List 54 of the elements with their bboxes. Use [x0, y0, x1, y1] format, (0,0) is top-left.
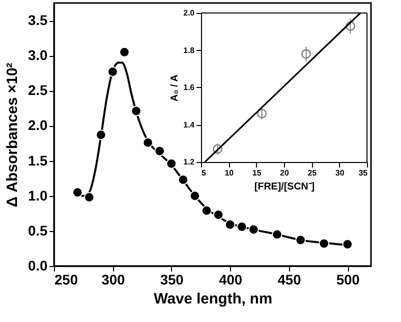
point: [213, 210, 224, 220]
point: [272, 229, 282, 240]
x-tick-label: 500: [336, 272, 360, 288]
point: [346, 21, 356, 31]
y-axis-title: A₀ / A: [169, 74, 180, 102]
y-tick-label: 1.5: [28, 152, 48, 168]
point: [72, 187, 83, 198]
point: [201, 205, 212, 216]
x-tick-label: 450: [278, 272, 302, 288]
x-tick-label: 350: [160, 272, 184, 288]
x-tick-label: 30: [335, 168, 345, 178]
point: [318, 238, 330, 249]
y-tick-label: 0.5: [28, 222, 48, 238]
point: [236, 221, 248, 232]
y-tick-label: 2.0: [183, 8, 196, 18]
x-tick-label: 5: [202, 168, 206, 178]
y-tick-label: 1.0: [28, 187, 48, 204]
y-tick-label: 2.0: [28, 117, 48, 134]
x-tick-label: 25: [308, 168, 318, 178]
y-tick-label: 1.4: [183, 120, 196, 130]
y-tick-label: 1.2: [183, 158, 196, 166]
x-tick-label: 400: [218, 272, 243, 288]
point: [248, 224, 259, 235]
point: [190, 190, 200, 202]
y-tick-label: 0.0: [28, 258, 48, 274]
y-tick-label: 2.5: [28, 82, 48, 98]
point: [166, 158, 177, 169]
y-tick-label: 1.6: [183, 83, 196, 92]
x-axis-title: Wave length, nm: [154, 290, 272, 308]
point: [342, 239, 353, 250]
point: [154, 146, 165, 156]
point: [96, 130, 106, 140]
point: [295, 234, 306, 246]
x-tick-label: 250: [54, 272, 78, 288]
x-tick-label: 15: [252, 168, 262, 178]
x-tick-label: 20: [280, 168, 290, 178]
y-tick-label: 3.5: [28, 12, 48, 28]
point: [224, 219, 236, 230]
point: [257, 108, 267, 118]
point: [178, 174, 188, 185]
point: [84, 192, 94, 203]
point: [301, 49, 311, 59]
x-tick-label: 35: [358, 168, 368, 178]
y-tick-label: 3.0: [28, 47, 48, 64]
point: [212, 144, 222, 154]
x-tick-label: 300: [102, 272, 126, 288]
point: [142, 137, 154, 148]
point: [130, 106, 142, 116]
y-tick-label: 1.8: [183, 46, 196, 55]
point: [119, 46, 130, 58]
point: [107, 66, 118, 77]
x-axis-title: [FRE]/[SCN⁻]: [254, 182, 315, 192]
x-tick-label: 10: [224, 168, 234, 178]
y-axis-title: Δ Absorbances ×10²: [4, 62, 22, 208]
